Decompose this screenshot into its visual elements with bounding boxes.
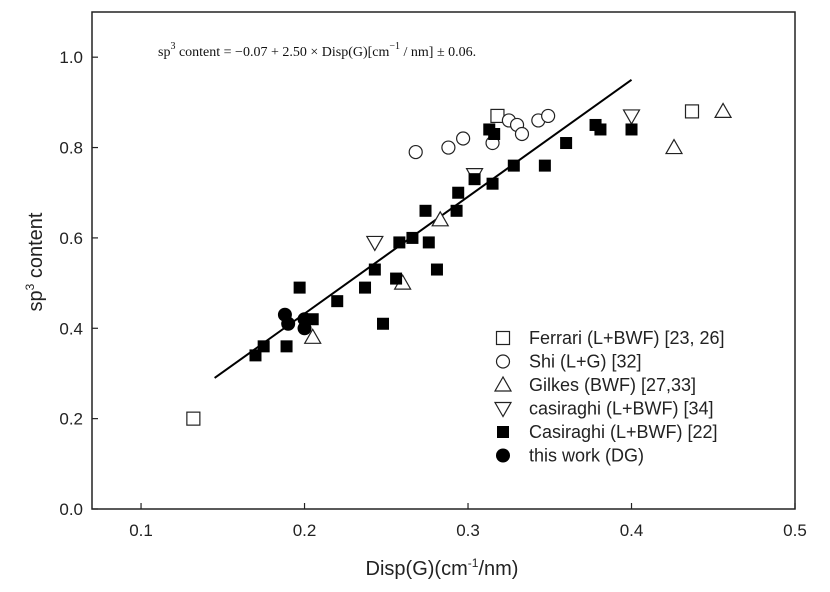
data-point-filled-square (450, 204, 463, 217)
x-tick-label: 0.2 (293, 521, 317, 540)
data-point-open-square (684, 104, 700, 119)
data-point-filled-square (331, 295, 344, 308)
x-tick-label: 0.3 (456, 521, 480, 540)
data-point-filled-square (468, 173, 481, 186)
legend-marker-filled-circle (496, 448, 510, 463)
data-point-filled-square (538, 159, 551, 172)
data-point-open-triangle-up (431, 210, 450, 227)
data-point-filled-square (507, 159, 520, 172)
legend-label: Gilkes (BWF) [27,33] (529, 375, 696, 395)
legend-label: casiraghi (L+BWF) [34] (529, 399, 714, 419)
y-tick-label: 0.6 (59, 229, 83, 248)
legend-marker-open-circle (495, 354, 511, 369)
data-point-filled-circle (297, 321, 312, 336)
data-point-open-circle (408, 144, 423, 160)
data-point-filled-square (406, 231, 419, 244)
data-point-open-circle (541, 108, 556, 124)
data-point-filled-square (359, 281, 372, 294)
legend: Ferrari (L+BWF) [23, 26] Shi (L+G) [32] Gi… (493, 328, 725, 466)
data-point-filled-square (293, 281, 306, 294)
data-point-filled-square (390, 272, 403, 285)
legend-marker-filled-square (497, 426, 509, 438)
data-point-open-triangle-up (664, 138, 684, 155)
y-axis-title: sp3 content (23, 212, 47, 311)
x-tick-label: 0.5 (783, 521, 807, 540)
data-point-filled-square (419, 204, 432, 217)
data-point-filled-square (430, 263, 443, 276)
x-tick-label: 0.4 (620, 521, 644, 540)
data-point-open-square (186, 411, 201, 426)
data-point-filled-square (486, 177, 499, 190)
data-point-filled-square (560, 137, 573, 150)
legend-label: this work (DG) (529, 446, 644, 466)
data-point-open-circle (456, 131, 471, 146)
data-point-filled-square (452, 186, 465, 199)
y-tick-label: 0.8 (59, 139, 83, 158)
data-point-filled-square (257, 340, 270, 353)
legend-label: Ferrari (L+BWF) [23, 26] (529, 328, 725, 348)
y-tick-label: 0.2 (59, 410, 83, 429)
data-point-open-triangle-down (365, 235, 384, 252)
legend-marker-open-square (495, 330, 511, 346)
data-point-filled-square (422, 236, 435, 249)
data-point-open-triangle-up (714, 102, 733, 119)
y-tick-label: 1.0 (59, 48, 83, 67)
data-point-open-circle (514, 126, 530, 142)
data-point-open-triangle-up (303, 328, 322, 344)
plot-frame (91, 11, 796, 510)
legend-label: Casiraghi (L+BWF) [22] (529, 422, 718, 442)
legend-marker-open-triangle-down (493, 401, 513, 418)
data-point-filled-square (368, 263, 381, 276)
data-point-filled-square (393, 236, 406, 249)
legend-label: Shi (L+G) [32] (529, 352, 642, 372)
data-point-filled-square (488, 127, 501, 140)
fit-equation: sp3 content = −0.07 + 2.50 × Disp(G)[cm−… (158, 41, 476, 60)
data-point-open-circle (441, 140, 456, 155)
data-point-filled-square (249, 349, 262, 362)
data-point-filled-circle (281, 316, 296, 331)
data-point-open-triangle-down (622, 109, 641, 126)
data-point-filled-square (594, 123, 607, 136)
legend-marker-open-triangle-up (493, 375, 513, 392)
x-axis-title: Disp(G)(cm-1/nm) (366, 556, 519, 580)
y-tick-label: 0.4 (59, 319, 83, 338)
data-point-filled-square (625, 123, 638, 136)
data-point-filled-square (377, 317, 390, 330)
data-point-filled-square (280, 340, 293, 353)
x-tick-label: 0.1 (129, 521, 153, 540)
y-tick-label: 0.0 (59, 500, 83, 519)
